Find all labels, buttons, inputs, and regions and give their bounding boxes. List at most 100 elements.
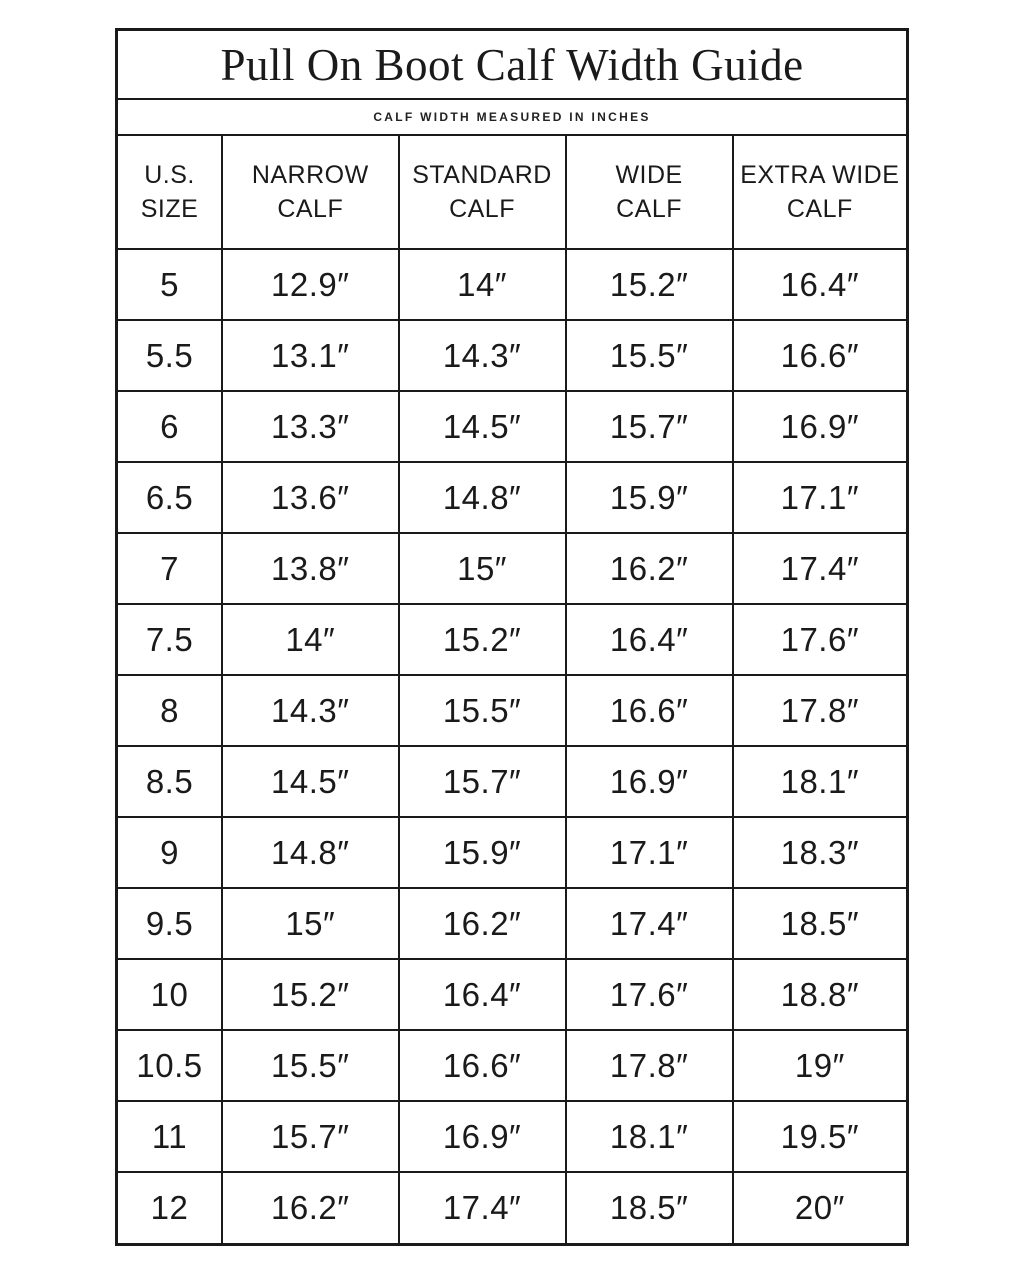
wide-calf-cell: 16.2″ xyxy=(564,532,734,605)
extra-wide-calf-cell: 17.8″ xyxy=(731,674,906,747)
extra-wide-calf-cell: 16.4″ xyxy=(731,248,906,321)
table-row: 12 16.2″ 17.4″ 18.5″ 20″ xyxy=(118,1171,906,1243)
narrow-calf-cell: 13.8″ xyxy=(221,532,400,605)
standard-calf-cell: 14.8″ xyxy=(397,461,567,534)
table-row: 7 13.8″ 15″ 16.2″ 17.4″ xyxy=(118,532,906,605)
narrow-calf-cell: 15″ xyxy=(221,887,400,960)
header-line: STANDARD xyxy=(412,161,552,189)
extra-wide-calf-cell: 17.4″ xyxy=(731,532,906,605)
us-size-cell: 5 xyxy=(118,248,224,321)
header-line: U.S. xyxy=(144,161,195,189)
narrow-calf-cell: 14″ xyxy=(221,603,400,676)
wide-calf-cell: 17.6″ xyxy=(564,958,734,1031)
narrow-calf-cell: 14.8″ xyxy=(221,816,400,889)
narrow-calf-cell: 15.7″ xyxy=(221,1100,400,1173)
standard-calf-cell: 14.5″ xyxy=(397,390,567,463)
table-row: 6.5 13.6″ 14.8″ 15.9″ 17.1″ xyxy=(118,461,906,534)
table-row: 5.5 13.1″ 14.3″ 15.5″ 16.6″ xyxy=(118,319,906,392)
extra-wide-calf-cell: 19.5″ xyxy=(731,1100,906,1173)
wide-calf-cell: 17.4″ xyxy=(564,887,734,960)
header-line: NARROW xyxy=(251,161,369,189)
us-size-cell: 10.5 xyxy=(118,1029,224,1102)
standard-calf-cell: 15.9″ xyxy=(397,816,567,889)
standard-calf-cell: 15.5″ xyxy=(397,674,567,747)
header-row: U.S. SIZE NARROW CALF STANDARD CALF WIDE… xyxy=(118,136,906,250)
standard-calf-cell: 16.2″ xyxy=(397,887,567,960)
wide-calf-cell: 16.4″ xyxy=(564,603,734,676)
wide-calf-cell: 18.5″ xyxy=(564,1171,734,1243)
table-row: 8 14.3″ 15.5″ 16.6″ 17.8″ xyxy=(118,674,906,747)
narrow-calf-cell: 13.3″ xyxy=(221,390,400,463)
wide-calf-cell: 15.5″ xyxy=(564,319,734,392)
column-header-narrow-calf: NARROW CALF xyxy=(221,136,400,250)
column-header-wide-calf: WIDE CALF xyxy=(564,136,734,250)
header-line: CALF xyxy=(616,195,683,223)
us-size-cell: 7 xyxy=(118,532,224,605)
size-table-header: U.S. SIZE NARROW CALF STANDARD CALF WIDE… xyxy=(118,136,906,250)
extra-wide-calf-cell: 18.5″ xyxy=(731,887,906,960)
extra-wide-calf-cell: 17.1″ xyxy=(731,461,906,534)
us-size-cell: 8.5 xyxy=(118,745,224,818)
us-size-cell: 7.5 xyxy=(118,603,224,676)
extra-wide-calf-cell: 19″ xyxy=(731,1029,906,1102)
standard-calf-cell: 15″ xyxy=(397,532,567,605)
standard-calf-cell: 14.3″ xyxy=(397,319,567,392)
header-line: CALF xyxy=(449,195,515,223)
wide-calf-cell: 18.1″ xyxy=(564,1100,734,1173)
standard-calf-cell: 16.6″ xyxy=(397,1029,567,1102)
table-row: 6 13.3″ 14.5″ 15.7″ 16.9″ xyxy=(118,390,906,463)
wide-calf-cell: 15.9″ xyxy=(564,461,734,534)
page-title: Pull On Boot Calf Width Guide xyxy=(220,39,804,90)
header-line: CALF xyxy=(277,195,344,223)
us-size-cell: 9.5 xyxy=(118,887,224,960)
wide-calf-cell: 15.2″ xyxy=(564,248,734,321)
narrow-calf-cell: 14.5″ xyxy=(221,745,400,818)
header-line: SIZE xyxy=(140,195,199,223)
extra-wide-calf-cell: 17.6″ xyxy=(731,603,906,676)
table-row: 9.5 15″ 16.2″ 17.4″ 18.5″ xyxy=(118,887,906,960)
narrow-calf-cell: 15.2″ xyxy=(221,958,400,1031)
narrow-calf-cell: 15.5″ xyxy=(221,1029,400,1102)
us-size-cell: 5.5 xyxy=(118,319,224,392)
extra-wide-calf-cell: 18.8″ xyxy=(731,958,906,1031)
header-line: EXTRA WIDE xyxy=(740,161,900,189)
narrow-calf-cell: 13.6″ xyxy=(221,461,400,534)
us-size-cell: 9 xyxy=(118,816,224,889)
us-size-cell: 6 xyxy=(118,390,224,463)
narrow-calf-cell: 16.2″ xyxy=(221,1171,400,1243)
standard-calf-cell: 14″ xyxy=(397,248,567,321)
standard-calf-cell: 17.4″ xyxy=(397,1171,567,1243)
table-row: 10 15.2″ 16.4″ 17.6″ 18.8″ xyxy=(118,958,906,1031)
table-row: 9 14.8″ 15.9″ 17.1″ 18.3″ xyxy=(118,816,906,889)
us-size-cell: 6.5 xyxy=(118,461,224,534)
standard-calf-cell: 16.4″ xyxy=(397,958,567,1031)
calf-width-guide: Pull On Boot Calf Width Guide CALF WIDTH… xyxy=(115,28,909,1246)
column-header-extra-wide-calf: EXTRA WIDE CALF xyxy=(731,136,906,250)
standard-calf-cell: 15.2″ xyxy=(397,603,567,676)
table-row: 10.5 15.5″ 16.6″ 17.8″ 19″ xyxy=(118,1029,906,1102)
narrow-calf-cell: 14.3″ xyxy=(221,674,400,747)
column-header-us-size: U.S. SIZE xyxy=(118,136,224,250)
standard-calf-cell: 16.9″ xyxy=(397,1100,567,1173)
size-table-body: 5 12.9″ 14″ 15.2″ 16.4″ 5.5 13.1″ 14.3″ 15.5″ 16.… xyxy=(118,248,906,1243)
extra-wide-calf-cell: 18.3″ xyxy=(731,816,906,889)
narrow-calf-cell: 13.1″ xyxy=(221,319,400,392)
header-line: CALF xyxy=(786,195,853,223)
extra-wide-calf-cell: 20″ xyxy=(731,1171,906,1243)
table-row: 11 15.7″ 16.9″ 18.1″ 19.5″ xyxy=(118,1100,906,1173)
extra-wide-calf-cell: 18.1″ xyxy=(731,745,906,818)
size-table: U.S. SIZE NARROW CALF STANDARD CALF WIDE… xyxy=(118,136,906,1243)
table-row: 8.5 14.5″ 15.7″ 16.9″ 18.1″ xyxy=(118,745,906,818)
us-size-cell: 8 xyxy=(118,674,224,747)
narrow-calf-cell: 12.9″ xyxy=(221,248,400,321)
us-size-cell: 11 xyxy=(118,1100,224,1173)
column-header-standard-calf: STANDARD CALF xyxy=(397,136,567,250)
us-size-cell: 10 xyxy=(118,958,224,1031)
wide-calf-cell: 16.9″ xyxy=(564,745,734,818)
us-size-cell: 12 xyxy=(118,1171,224,1243)
extra-wide-calf-cell: 16.9″ xyxy=(731,390,906,463)
title-bar: Pull On Boot Calf Width Guide xyxy=(118,31,906,100)
wide-calf-cell: 17.1″ xyxy=(564,816,734,889)
table-row: 7.5 14″ 15.2″ 16.4″ 17.6″ xyxy=(118,603,906,676)
wide-calf-cell: 16.6″ xyxy=(564,674,734,747)
